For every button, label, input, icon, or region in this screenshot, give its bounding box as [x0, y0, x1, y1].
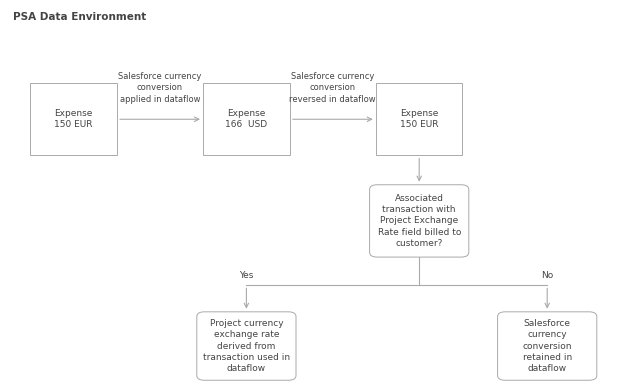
- Text: Expense
166  USD: Expense 166 USD: [225, 109, 268, 129]
- Text: Expense
150 EUR: Expense 150 EUR: [400, 109, 438, 129]
- FancyBboxPatch shape: [376, 83, 463, 156]
- FancyBboxPatch shape: [31, 83, 116, 156]
- FancyBboxPatch shape: [197, 312, 296, 380]
- FancyBboxPatch shape: [370, 185, 468, 257]
- Text: Salesforce currency
conversion
reversed in dataflow: Salesforce currency conversion reversed …: [289, 72, 376, 104]
- Text: PSA Data Environment: PSA Data Environment: [13, 12, 146, 22]
- Text: Project currency
exchange rate
derived from
transaction used in
dataflow: Project currency exchange rate derived f…: [203, 319, 290, 373]
- FancyBboxPatch shape: [498, 312, 596, 380]
- FancyBboxPatch shape: [204, 83, 290, 156]
- Text: No: No: [541, 271, 554, 280]
- Text: Salesforce currency
conversion
applied in dataflow: Salesforce currency conversion applied i…: [118, 72, 202, 104]
- Text: Salesforce
currency
conversion
retained in
dataflow: Salesforce currency conversion retained …: [522, 319, 572, 373]
- Text: Yes: Yes: [239, 271, 253, 280]
- Text: Associated
transaction with
Project Exchange
Rate field billed to
customer?: Associated transaction with Project Exch…: [378, 194, 461, 248]
- Text: Expense
150 EUR: Expense 150 EUR: [54, 109, 93, 129]
